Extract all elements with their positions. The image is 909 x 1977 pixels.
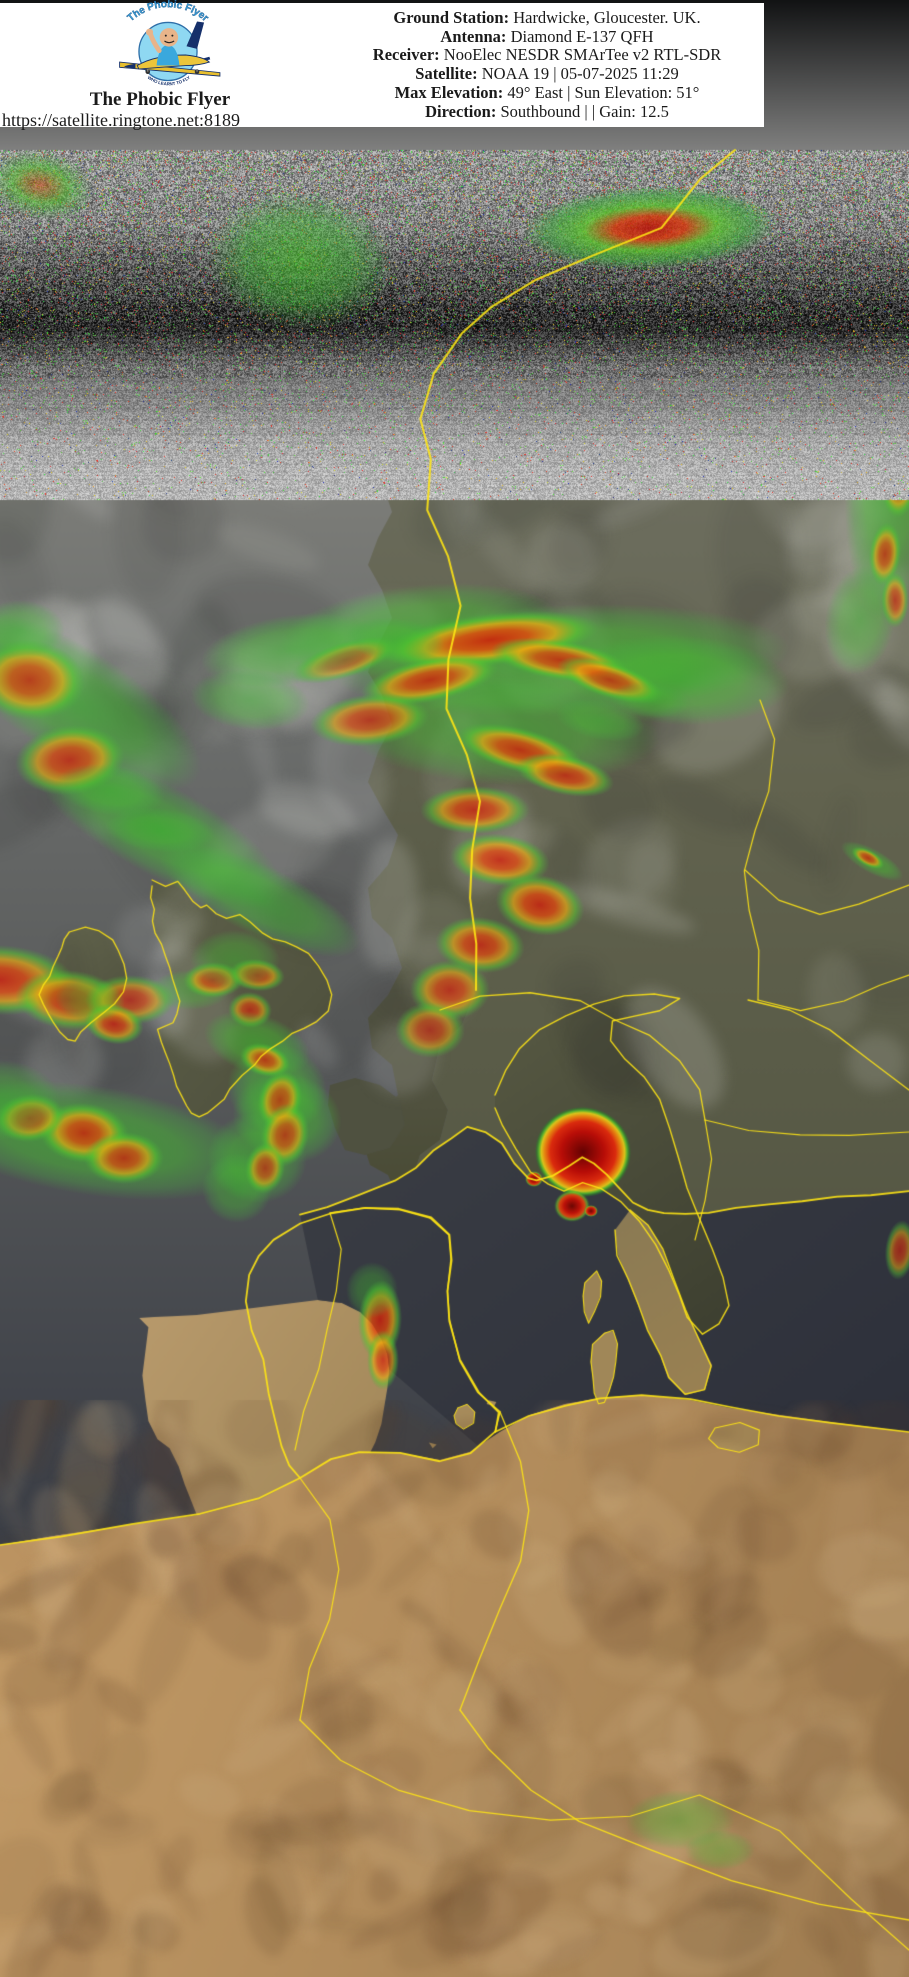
svg-text:The Phobic Flyer: The Phobic Flyer bbox=[126, 0, 211, 24]
